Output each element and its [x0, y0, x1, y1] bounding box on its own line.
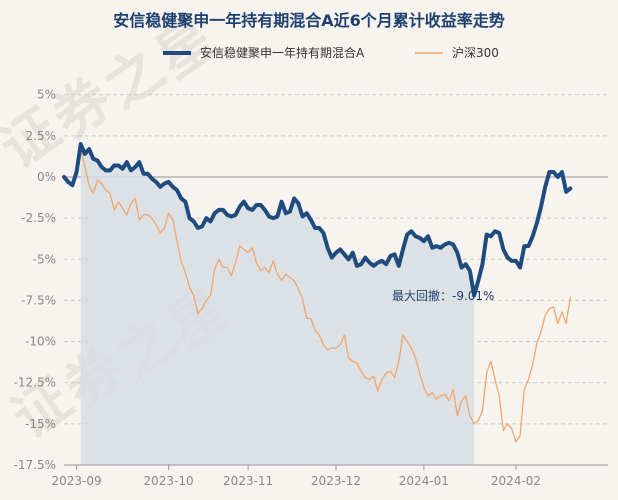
legend-label-fund: 安信稳健聚申一年持有期混合A	[200, 45, 365, 60]
x-tick-label: 2023-09	[51, 474, 101, 488]
y-tick-label: -2.5%	[21, 211, 56, 225]
chart-title: 安信稳健聚申一年持有期混合A近6个月累计收益率走势	[113, 11, 505, 30]
y-tick-label: 5%	[37, 88, 56, 102]
grid	[64, 94, 608, 466]
y-tick-label: -5%	[33, 252, 56, 266]
y-axis: 5% 2.5% 0% -2.5% -5% -7.5% -10% -12.5% -15% -17.5…	[14, 88, 56, 472]
x-tick-label: 2024-01	[399, 474, 449, 488]
x-tick-label: 2024-02	[491, 474, 541, 488]
x-axis: 2023-09 2023-10 2023-11 2023-12 2024-01 2024-…	[51, 464, 608, 488]
y-tick-label: -7.5%	[21, 293, 56, 307]
y-tick-label: 2.5%	[26, 129, 57, 143]
series-lines	[62, 142, 573, 443]
y-tick-label: -12.5%	[14, 376, 56, 390]
x-tick-label: 2023-10	[144, 474, 194, 488]
drawdown-area	[80, 144, 475, 465]
y-tick-label: -10%	[25, 335, 56, 349]
y-tick-label: -15%	[25, 417, 56, 431]
y-tick-label: -17.5%	[14, 458, 56, 472]
x-tick-label: 2023-12	[311, 474, 361, 488]
x-tick-label: 2023-11	[223, 474, 273, 488]
fund-line	[62, 142, 573, 298]
y-tick-label: 0%	[37, 170, 56, 184]
max-drawdown-label: 最大回撤：-9.01%	[392, 288, 494, 303]
csi300-line	[63, 148, 571, 443]
drawdown-shaded-area	[80, 144, 475, 465]
legend-label-index: 沪深300	[452, 46, 499, 60]
legend: 安信稳健聚申一年持有期混合A 沪深300	[163, 45, 499, 60]
